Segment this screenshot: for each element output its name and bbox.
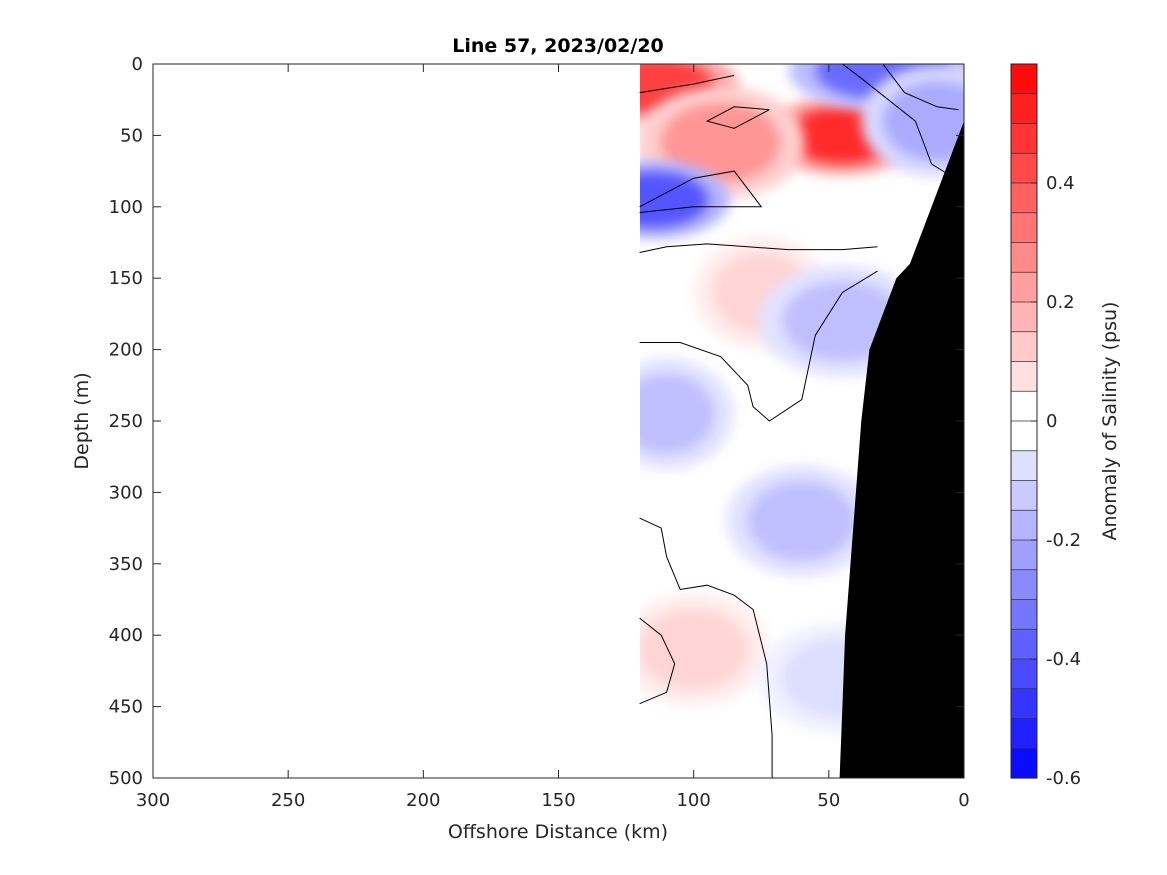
colorbar-segment bbox=[1011, 718, 1037, 749]
y-tick-label: 400 bbox=[109, 625, 143, 646]
x-tick-label: 50 bbox=[817, 790, 840, 811]
colorbar-segment bbox=[1011, 599, 1037, 630]
colorbar-segment bbox=[1011, 748, 1037, 779]
colorbar-segment bbox=[1011, 688, 1037, 720]
x-axis-label: Offshore Distance (km) bbox=[448, 821, 668, 843]
x-tick-label: 150 bbox=[541, 790, 575, 811]
y-tick-label: 250 bbox=[109, 411, 143, 432]
colorbar-segment bbox=[1011, 183, 1037, 214]
colorbar-segment bbox=[1011, 629, 1037, 660]
anomaly-field-core bbox=[782, 281, 903, 362]
anomaly-field-core bbox=[882, 81, 964, 162]
colorbar-tick-label: 0.4 bbox=[1046, 173, 1075, 194]
colorbar-segment bbox=[1011, 480, 1037, 511]
y-tick-label: 450 bbox=[109, 697, 143, 718]
anomaly-field-core bbox=[747, 480, 856, 561]
anomaly-field-core bbox=[660, 102, 781, 183]
y-tick-label: 300 bbox=[109, 482, 143, 503]
colorbar-segment bbox=[1011, 64, 1037, 95]
zero-contour-line bbox=[639, 243, 878, 253]
colorbar-segment bbox=[1011, 569, 1037, 601]
x-tick-label: 0 bbox=[958, 790, 969, 811]
zero-contour-line bbox=[639, 617, 676, 705]
zero-contour-line bbox=[639, 517, 773, 778]
anomaly-field-core bbox=[640, 171, 709, 228]
zero-contour-line bbox=[639, 170, 763, 213]
zero-contour-line bbox=[639, 74, 735, 94]
anomaly-field-core bbox=[640, 373, 715, 454]
y-tick-label: 200 bbox=[109, 340, 143, 361]
bathymetry-land bbox=[839, 121, 964, 779]
plot-area bbox=[152, 63, 965, 779]
colorbar-tick-label: -0.4 bbox=[1046, 649, 1081, 670]
colorbar-tick-label: -0.6 bbox=[1046, 768, 1081, 789]
x-tick-label: 250 bbox=[271, 790, 305, 811]
colorbar-segment bbox=[1011, 510, 1037, 541]
zero-contour-line bbox=[882, 64, 959, 111]
y-axis-label: Depth (m) bbox=[71, 372, 93, 469]
colorbar-segment bbox=[1011, 242, 1037, 273]
chart-title: Line 57, 2023/02/20 bbox=[452, 35, 664, 57]
y-tick-label: 500 bbox=[109, 768, 143, 789]
colorbar-segment bbox=[1011, 361, 1037, 392]
colorbar-segment bbox=[1011, 450, 1037, 482]
colorbar: 0.4 0.2 0 -0.2 -0.4 -0.6 Anomaly of Salinity … bbox=[1010, 63, 1121, 789]
colorbar-tick-label: -0.2 bbox=[1046, 530, 1081, 551]
colorbar-segment bbox=[1011, 331, 1037, 363]
y-tick-label: 100 bbox=[109, 197, 143, 218]
colorbar-segment bbox=[1011, 391, 1037, 422]
y-tick-label: 50 bbox=[120, 125, 143, 146]
colorbar-segment bbox=[1011, 123, 1037, 154]
colorbar-label: Anomaly of Salinity (psu) bbox=[1099, 302, 1121, 541]
x-tick-label: 300 bbox=[136, 790, 170, 811]
x-tick-label: 200 bbox=[406, 790, 440, 811]
y-tick-label: 0 bbox=[132, 54, 143, 75]
colorbar-segment bbox=[1011, 212, 1037, 244]
colorbar-segment bbox=[1011, 153, 1037, 184]
zero-contour-line bbox=[639, 270, 878, 422]
x-tick-label: 100 bbox=[676, 790, 710, 811]
colorbar-segment bbox=[1011, 302, 1037, 333]
colorbar-segment bbox=[1011, 93, 1037, 125]
colorbar-tick-label: 0.2 bbox=[1046, 292, 1075, 313]
colorbar-segment bbox=[1011, 659, 1037, 690]
y-tick-label: 350 bbox=[109, 554, 143, 575]
colorbar-segment bbox=[1011, 421, 1037, 452]
zero-contour-line bbox=[842, 64, 949, 175]
anomaly-field-core bbox=[640, 609, 748, 690]
colorbar-segment bbox=[1011, 272, 1037, 303]
y-tick-label: 150 bbox=[109, 268, 143, 289]
colorbar-segment bbox=[1011, 540, 1037, 571]
zero-contour-line bbox=[705, 106, 770, 129]
colorbar-tick-label: 0 bbox=[1046, 411, 1057, 432]
